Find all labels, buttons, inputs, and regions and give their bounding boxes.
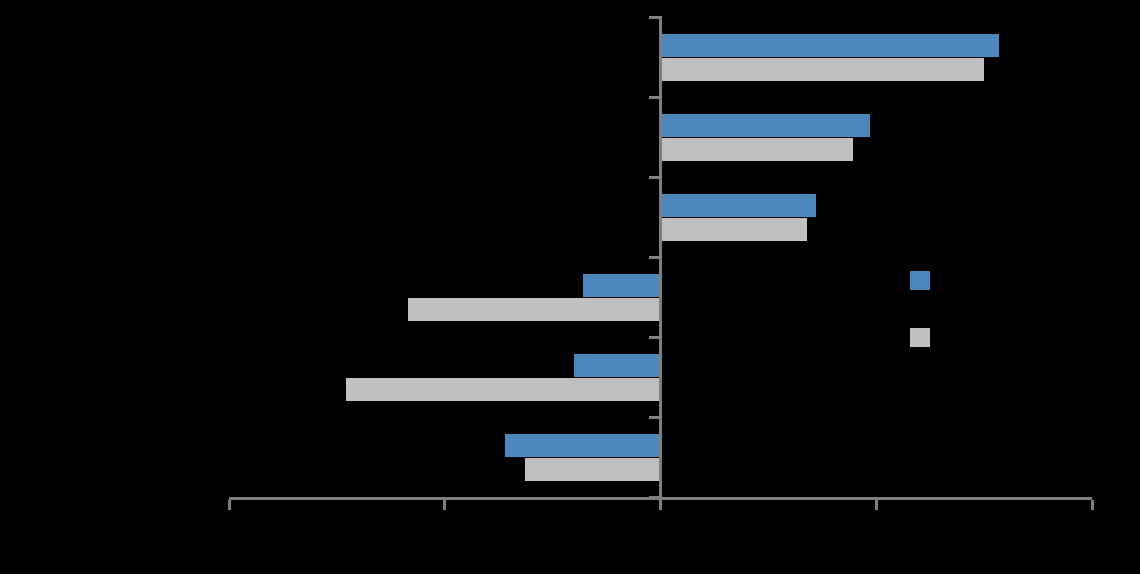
bar-gray-series-group-6: [524, 458, 661, 481]
bar-blue-series-group-5: [574, 354, 661, 377]
value-axis-tick-6: [648, 495, 659, 499]
category-axis-tick-4: [1090, 500, 1094, 510]
value-axis-tick-1: [648, 95, 659, 99]
bar-blue-series-group-6: [505, 434, 661, 457]
category-axis-tick-0: [227, 500, 231, 510]
value-axis-tick-0: [648, 15, 659, 19]
legend-swatch-gray-series: [910, 328, 930, 347]
bar-gray-series-group-3: [660, 218, 808, 241]
category-axis-tick-1: [443, 500, 447, 510]
bar-gray-series-group-4: [408, 298, 661, 321]
bar-gray-series-group-1: [660, 58, 985, 81]
value-axis-tick-5: [648, 415, 659, 419]
bar-blue-series-group-3: [660, 194, 816, 217]
bar-gray-series-group-5: [345, 378, 661, 401]
value-axis-tick-4: [648, 335, 659, 339]
value-axis-line: [659, 16, 662, 510]
bar-blue-series-group-1: [660, 34, 1000, 57]
bar-blue-series-group-4: [582, 274, 661, 297]
bar-blue-series-group-2: [660, 114, 870, 137]
bar-gray-series-group-2: [660, 138, 853, 161]
value-axis-tick-2: [648, 175, 659, 179]
legend-swatch-blue-series: [910, 271, 930, 290]
category-axis-tick-3: [874, 500, 878, 510]
value-axis-tick-3: [648, 255, 659, 259]
category-axis-line: [229, 497, 1092, 500]
